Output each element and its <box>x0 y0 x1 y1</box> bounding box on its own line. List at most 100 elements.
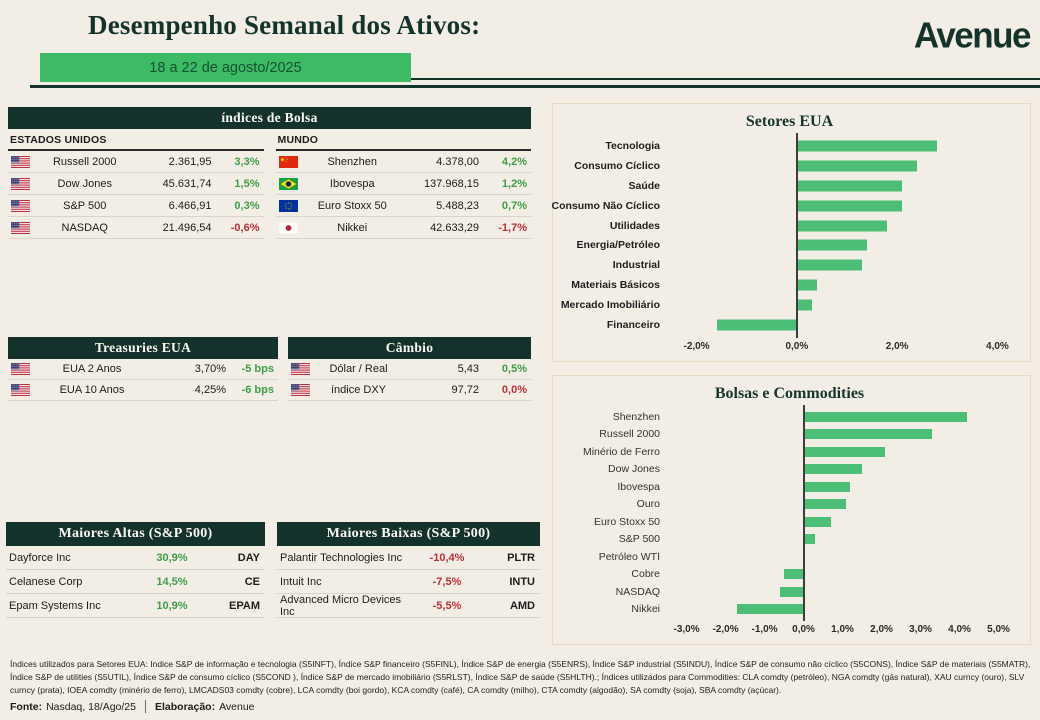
stock-indices-table: índices de Bolsa ESTADOS UNIDOS Russell … <box>8 107 531 239</box>
flag-icon-us <box>8 155 34 168</box>
table-row: Shenzhen 4.378,00 4,2% <box>275 151 531 173</box>
table-row: EUA 2 Anos 3,70% -5 bps <box>8 359 278 380</box>
asset-name: EUA 2 Anos <box>62 363 122 375</box>
source-line: Fonte: Nasdaq, 18/Ago/25 Elaboração: Ave… <box>10 700 255 713</box>
header-rule-thin <box>411 78 1040 80</box>
table-row: Epam Systems Inc 10,9% EPAM <box>6 594 265 618</box>
table-row: Intuit Inc -7,5% INTU <box>277 570 540 594</box>
x-axis-tick-label: 5,0% <box>987 624 1010 635</box>
table-row: Ibovespa 137.968,15 1,2% <box>275 173 531 195</box>
flag-icon-cn <box>276 155 302 168</box>
chart-bar <box>780 586 804 597</box>
world-indices-column: MUNDO Shenzhen 4.378,00 4,2% Ibovespa 137.96… <box>275 129 531 239</box>
asset-name: Dólar / Real <box>329 363 388 375</box>
asset-value: 42.633,29 <box>430 221 479 234</box>
flag-icon-eu <box>276 199 302 212</box>
treasuries-table: Treasuries EUA EUA 2 Anos 3,70% -5 bps EUA … <box>8 337 278 401</box>
table-row: Palantir Technologies Inc -10,4% PLTR <box>277 546 540 570</box>
asset-name: Euro Stoxx 50 <box>317 199 387 212</box>
chart-bar <box>796 220 888 232</box>
asset-name: índice DXY <box>330 384 387 396</box>
company-change: -5,5% <box>432 599 462 612</box>
chart-bar <box>796 180 903 192</box>
chart-y-axis-labels: Tecnologia Consumo Cíclico Saúde Consumo Nã… <box>551 136 669 335</box>
chart-bar <box>803 499 847 510</box>
chart-category-label: Ibovespa <box>617 480 660 493</box>
table-row: Advanced Micro Devices Inc -5,5% AMD <box>277 594 540 618</box>
zero-axis-line <box>795 133 798 338</box>
asset-value: 21.496,54 <box>162 221 212 234</box>
chart-category-label: Russell 2000 <box>599 428 660 441</box>
chart-bar <box>803 464 863 475</box>
us-column-header: ESTADOS UNIDOS <box>8 129 264 151</box>
chart-plot-area <box>669 133 1020 338</box>
asset-name: Shenzhen <box>327 155 378 168</box>
chart-bar <box>796 140 938 152</box>
us-indices-column: ESTADOS UNIDOS Russell 2000 2.361,95 3,3% D… <box>8 129 264 239</box>
asset-name: Dow Jones <box>57 177 112 190</box>
elaboration-value: Avenue <box>219 700 255 713</box>
company-name: Epam Systems Inc <box>9 599 101 612</box>
source-value: Nasdaq, 18/Ago/25 <box>46 700 136 713</box>
chart-y-axis-labels: Shenzhen Russell 2000 Minério de Ferro Dow … <box>559 408 669 618</box>
company-change: 14,5% <box>156 575 188 588</box>
chart-category-label: Petróleo WTI <box>598 550 660 563</box>
x-axis-tick-label: 1,0% <box>831 624 854 635</box>
company-change: 30,9% <box>156 551 188 564</box>
asset-change: 0,7% <box>501 199 527 212</box>
asset-change: 0,0% <box>501 384 527 396</box>
company-name: Palantir Technologies Inc <box>280 551 403 564</box>
chart-bar <box>796 160 918 172</box>
x-axis-tick-label: 2,0% <box>885 341 909 352</box>
x-axis-tick-label: 0,0% <box>785 341 809 352</box>
flag-icon-br <box>276 177 302 190</box>
flag-icon-us <box>8 384 34 396</box>
asset-change: 4,2% <box>501 155 527 168</box>
top-gainers-table: Maiores Altas (S&P 500) Dayforce Inc 30,9… <box>6 522 265 618</box>
company-name: Intuit Inc <box>280 575 322 588</box>
chart-category-label: Nikkei <box>631 603 660 616</box>
asset-change: -0,6% <box>230 221 260 234</box>
flag-icon-us <box>288 363 314 375</box>
asset-name: Russell 2000 <box>52 155 117 168</box>
asset-change: 1,2% <box>501 177 527 190</box>
table-row: Dayforce Inc 30,9% DAY <box>6 546 265 570</box>
chart-bar <box>803 534 816 545</box>
asset-name: EUA 10 Anos <box>59 384 125 396</box>
chart-bar <box>716 319 797 331</box>
asset-change: -6 bps <box>241 384 274 396</box>
top-losers-table: Maiores Baixas (S&P 500) Palantir Techno… <box>277 522 540 618</box>
asset-change: -5 bps <box>241 363 274 375</box>
top-losers-title: Maiores Baixas (S&P 500) <box>277 522 540 546</box>
company-ticker: CE <box>244 575 260 588</box>
asset-value: 6.466,91 <box>168 199 212 212</box>
table-row: Dow Jones 45.631,74 1,5% <box>8 173 264 195</box>
table-row: Dólar / Real 5,43 0,5% <box>288 359 531 380</box>
company-ticker: EPAM <box>229 599 260 612</box>
asset-name: Ibovespa <box>329 177 375 190</box>
zero-axis-line <box>802 405 805 621</box>
avenue-logo: Avenue <box>913 15 1032 56</box>
table-row: EUA 10 Anos 4,25% -6 bps <box>8 380 278 401</box>
chart-category-label: Mercado Imobiliário <box>560 299 660 312</box>
top-gainers-title: Maiores Altas (S&P 500) <box>6 522 265 546</box>
asset-value: 97,72 <box>451 384 479 396</box>
header-rule-thick <box>30 85 1040 88</box>
chart-category-label: Tecnologia <box>605 139 660 152</box>
x-axis-tick-label: 3,0% <box>909 624 932 635</box>
table-row: S&P 500 6.466,91 0,3% <box>8 195 264 217</box>
chart-category-label: NASDAQ <box>615 585 660 598</box>
chart-bar <box>803 429 933 440</box>
flag-icon-us <box>8 199 34 212</box>
chart-plot-area <box>669 405 1020 621</box>
fx-table-title: Câmbio <box>288 337 531 359</box>
asset-name: S&P 500 <box>63 199 107 212</box>
footnote-text: Índices utilizados para Setores EUA: Ind… <box>10 659 1031 696</box>
asset-change: 3,3% <box>234 155 260 168</box>
table-row: Celanese Corp 14,5% CE <box>6 570 265 594</box>
company-name: Dayforce Inc <box>9 551 71 564</box>
x-axis-tick-label: -2,0% <box>712 624 739 635</box>
asset-value: 4.378,00 <box>436 155 479 168</box>
chart-bar <box>796 299 812 311</box>
chart-bar <box>784 569 804 580</box>
